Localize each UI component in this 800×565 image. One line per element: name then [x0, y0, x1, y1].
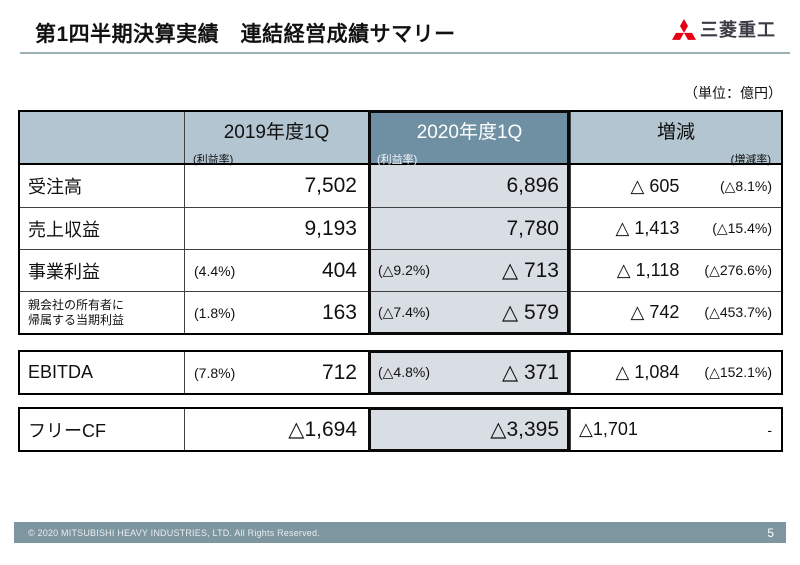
net-income-2019-value: 163	[321, 300, 357, 324]
business-profit-2020-rate: (△9.2%)	[378, 262, 431, 278]
business-profit-change-cell: △ 1,118 (△276.6%)	[570, 250, 781, 291]
free-cf-change-amount: △1,701	[579, 419, 638, 439]
table-row-orders: 受注高 7,502 6,896 △ 605 (△8.1%)	[20, 165, 781, 207]
header-2019: 2019年度1Q (利益率)	[184, 112, 368, 166]
free-cf-2020-cell: △3,395	[368, 409, 570, 450]
revenue-2019-value: 9,193	[304, 216, 357, 240]
net-income-change-cell: △ 742 (△453.7%)	[570, 292, 781, 333]
revenue-change-amount: △ 1,413	[615, 218, 680, 238]
header-2019-label: 2019年度1Q	[223, 122, 330, 143]
page-title: 第1四半期決算実績 連結経営成績サマリー	[35, 23, 456, 46]
table-row-business-profit: 事業利益 (4.4%) 404 (△9.2%) △ 713 △ 1,118 (△…	[20, 249, 781, 291]
header-2019-sublabel: (利益率)	[193, 154, 234, 166]
mitsubishi-three-diamonds-icon	[672, 18, 696, 40]
table-row-revenue: 売上収益 9,193 7,780 △ 1,413 (△15.4%)	[20, 207, 781, 249]
business-profit-2019-cell: (4.4%) 404	[184, 250, 368, 291]
revenue-2020-cell: 7,780	[368, 208, 570, 249]
header-2020-label: 2020年度1Q	[416, 122, 523, 143]
business-profit-2020-value: △ 713	[501, 259, 559, 282]
revenue-2019-cell: 9,193	[184, 208, 368, 249]
net-income-2020-cell: (△7.4%) △ 579	[368, 292, 570, 333]
row-label-business-profit: 事業利益	[20, 250, 184, 291]
business-profit-2019-rate: (4.4%)	[194, 262, 236, 279]
ebitda-change-amount: △ 1,084	[615, 362, 680, 382]
business-profit-change-rate: (△276.6%)	[704, 262, 772, 278]
unit-label: （単位：億円）	[684, 85, 782, 101]
row-label-revenue: 売上収益	[20, 208, 184, 249]
company-logo-text: 三菱重工	[700, 20, 776, 40]
orders-2020-cell: 6,896	[368, 165, 570, 207]
net-income-change-amount: △ 742	[630, 302, 680, 322]
row-label-orders: 受注高	[20, 165, 184, 207]
net-income-label-line1: 親会社の所有者に	[28, 297, 125, 312]
header-2020-sublabel: (利益率)	[377, 154, 418, 166]
ebitda-2019-cell: (7.8%) 712	[184, 352, 368, 393]
orders-change-cell: △ 605 (△8.1%)	[570, 165, 781, 207]
row-label-free-cf: フリーCF	[20, 409, 184, 450]
revenue-2020-value: 7,780	[506, 216, 559, 240]
business-profit-change-amount: △ 1,118	[616, 260, 680, 280]
copyright-text: © 2020 MITSUBISHI HEAVY INDUSTRIES, LTD.…	[28, 527, 320, 538]
free-cf-2020-value: △3,395	[490, 418, 559, 441]
ebitda-change-rate: (△152.1%)	[704, 364, 772, 380]
table-row-free-cf: フリーCF △1,694 △3,395 △1,701 -	[20, 409, 781, 450]
header-change: 増減 (増減率)	[570, 112, 781, 166]
free-cf-table: フリーCF △1,694 △3,395 △1,701 -	[18, 407, 783, 452]
page-number: 5	[767, 525, 774, 540]
net-income-label-line2: 帰属する当期利益	[28, 312, 125, 327]
header-empty-cell	[20, 112, 184, 163]
ebitda-2019-rate: (7.8%)	[194, 364, 236, 381]
net-income-2020-rate: (△7.4%)	[378, 304, 431, 320]
ebitda-table: EBITDA (7.8%) 712 (△4.8%) △ 371 △ 1,084 …	[18, 350, 783, 395]
ebitda-change-cell: △ 1,084 (△152.1%)	[570, 352, 781, 393]
business-profit-2019-value: 404	[321, 258, 357, 282]
net-income-2020-value: △ 579	[501, 301, 559, 324]
net-income-change-rate: (△453.7%)	[704, 304, 772, 320]
orders-change-rate: (△8.1%)	[719, 177, 772, 194]
revenue-change-rate: (△15.4%)	[712, 220, 772, 236]
free-cf-change-rate: -	[767, 421, 772, 438]
free-cf-2019-cell: △1,694	[184, 409, 368, 450]
business-profit-2020-cell: (△9.2%) △ 713	[368, 250, 570, 291]
table-header-row: 2019年度1Q (利益率) 2020年度1Q (利益率) 増減 (増減率)	[20, 112, 781, 166]
orders-change-amount: △ 605	[630, 175, 680, 196]
table-row-ebitda: EBITDA (7.8%) 712 (△4.8%) △ 371 △ 1,084 …	[20, 352, 781, 393]
ebitda-2019-value: 712	[321, 360, 357, 384]
free-cf-2019-value: △1,694	[288, 418, 357, 441]
company-logo: 三菱重工	[672, 16, 776, 42]
row-label-ebitda: EBITDA	[20, 352, 184, 393]
free-cf-change-cell: △1,701 -	[570, 409, 781, 450]
orders-2019-value: 7,502	[304, 174, 357, 197]
header-2020: 2020年度1Q (利益率)	[368, 112, 570, 166]
header-change-label: 増減	[656, 122, 695, 143]
title-divider	[20, 52, 790, 54]
row-label-net-income: 親会社の所有者に 帰属する当期利益	[20, 292, 184, 333]
header-change-sublabel: (増減率)	[730, 154, 771, 166]
summary-table: 2019年度1Q (利益率) 2020年度1Q (利益率) 増減 (増減率) 受…	[18, 110, 783, 335]
table-row-net-income: 親会社の所有者に 帰属する当期利益 (1.8%) 163 (△7.4%) △ 5…	[20, 291, 781, 333]
ebitda-2020-cell: (△4.8%) △ 371	[368, 352, 570, 393]
ebitda-2020-value: △ 371	[501, 361, 559, 384]
orders-2019-cell: 7,502	[184, 165, 368, 207]
revenue-change-cell: △ 1,413 (△15.4%)	[570, 208, 781, 249]
orders-2020-value: 6,896	[506, 174, 559, 197]
net-income-2019-cell: (1.8%) 163	[184, 292, 368, 333]
net-income-2019-rate: (1.8%)	[194, 304, 236, 321]
footer-bar: © 2020 MITSUBISHI HEAVY INDUSTRIES, LTD.…	[14, 522, 786, 543]
ebitda-2020-rate: (△4.8%)	[378, 364, 431, 380]
